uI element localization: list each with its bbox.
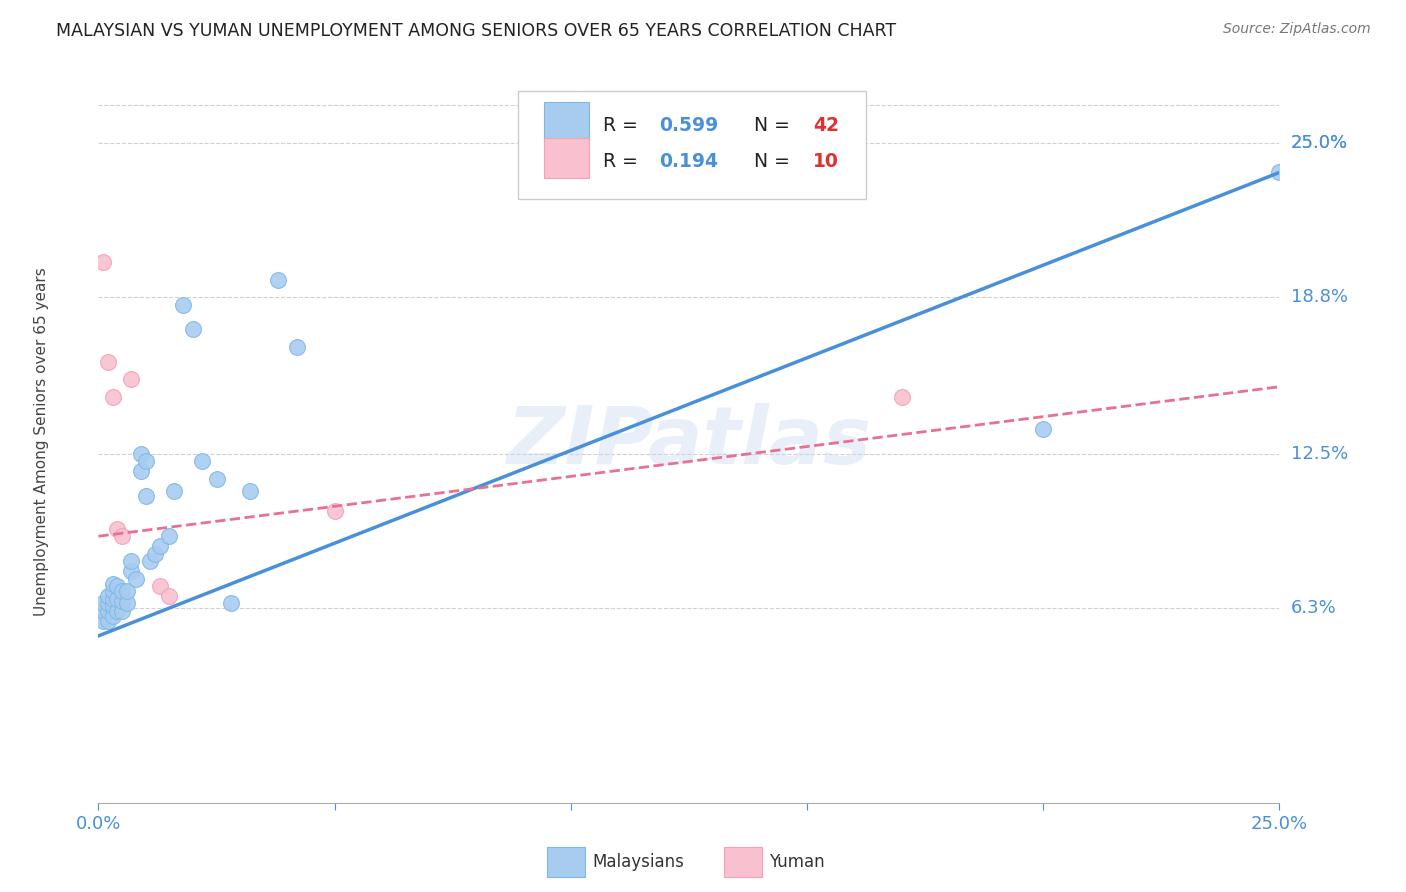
Point <box>139 554 162 568</box>
Point <box>97 355 120 369</box>
Point <box>191 454 214 468</box>
Text: R =: R = <box>603 153 644 171</box>
Text: N =: N = <box>742 153 796 171</box>
FancyBboxPatch shape <box>547 847 585 877</box>
Text: ZIPatlas: ZIPatlas <box>506 402 872 481</box>
Text: 12.5%: 12.5% <box>1291 445 1348 463</box>
Point <box>157 529 180 543</box>
Point <box>143 547 166 561</box>
Text: 42: 42 <box>813 116 839 136</box>
FancyBboxPatch shape <box>544 102 589 142</box>
FancyBboxPatch shape <box>724 847 762 877</box>
Point <box>205 472 228 486</box>
Text: Malaysians: Malaysians <box>592 853 683 871</box>
Point <box>115 597 138 611</box>
Point <box>97 614 120 628</box>
Point <box>105 604 128 618</box>
Point <box>163 484 186 499</box>
Point <box>890 390 912 404</box>
Point <box>149 539 172 553</box>
Point <box>1268 165 1291 179</box>
Point <box>135 489 157 503</box>
Point <box>97 597 120 611</box>
Point <box>101 576 124 591</box>
Point <box>181 322 204 336</box>
Point <box>91 255 114 269</box>
FancyBboxPatch shape <box>517 91 866 200</box>
Point <box>91 614 114 628</box>
Text: 0.194: 0.194 <box>659 153 718 171</box>
Point <box>105 591 128 606</box>
Point <box>149 579 172 593</box>
Text: Unemployment Among Seniors over 65 years: Unemployment Among Seniors over 65 years <box>34 268 49 615</box>
Text: Source: ZipAtlas.com: Source: ZipAtlas.com <box>1223 22 1371 37</box>
Point <box>97 604 120 618</box>
Point <box>111 594 134 608</box>
Point <box>101 591 124 606</box>
Point <box>97 589 120 603</box>
Point <box>239 484 262 499</box>
Text: 25.0%: 25.0% <box>1291 134 1348 152</box>
Point <box>172 297 194 311</box>
Text: 6.3%: 6.3% <box>1291 599 1336 617</box>
Text: R =: R = <box>603 116 644 136</box>
Point <box>101 599 124 613</box>
Text: 25.0%: 25.0% <box>1291 134 1348 152</box>
FancyBboxPatch shape <box>544 138 589 178</box>
Point <box>129 447 152 461</box>
Point <box>101 609 124 624</box>
Point <box>111 604 134 618</box>
Point <box>267 272 290 286</box>
Point <box>105 522 128 536</box>
Point <box>323 504 346 518</box>
Point <box>285 340 308 354</box>
Text: Yuman: Yuman <box>769 853 825 871</box>
Text: MALAYSIAN VS YUMAN UNEMPLOYMENT AMONG SENIORS OVER 65 YEARS CORRELATION CHART: MALAYSIAN VS YUMAN UNEMPLOYMENT AMONG SE… <box>56 22 897 40</box>
Point <box>121 564 143 578</box>
Point <box>111 584 134 599</box>
Point <box>111 529 134 543</box>
Point <box>157 589 180 603</box>
Point <box>135 454 157 468</box>
Text: N =: N = <box>742 116 796 136</box>
Point <box>91 604 114 618</box>
Point <box>91 597 114 611</box>
Text: 0.599: 0.599 <box>659 116 718 136</box>
Point <box>125 572 148 586</box>
Text: 10: 10 <box>813 153 839 171</box>
Point <box>219 597 242 611</box>
Point <box>121 554 143 568</box>
Text: 18.8%: 18.8% <box>1291 288 1347 306</box>
Point <box>105 579 128 593</box>
Point <box>121 372 143 386</box>
Point <box>101 584 124 599</box>
Point <box>1032 422 1054 436</box>
Point <box>115 584 138 599</box>
Point <box>129 465 152 479</box>
Point <box>101 390 124 404</box>
